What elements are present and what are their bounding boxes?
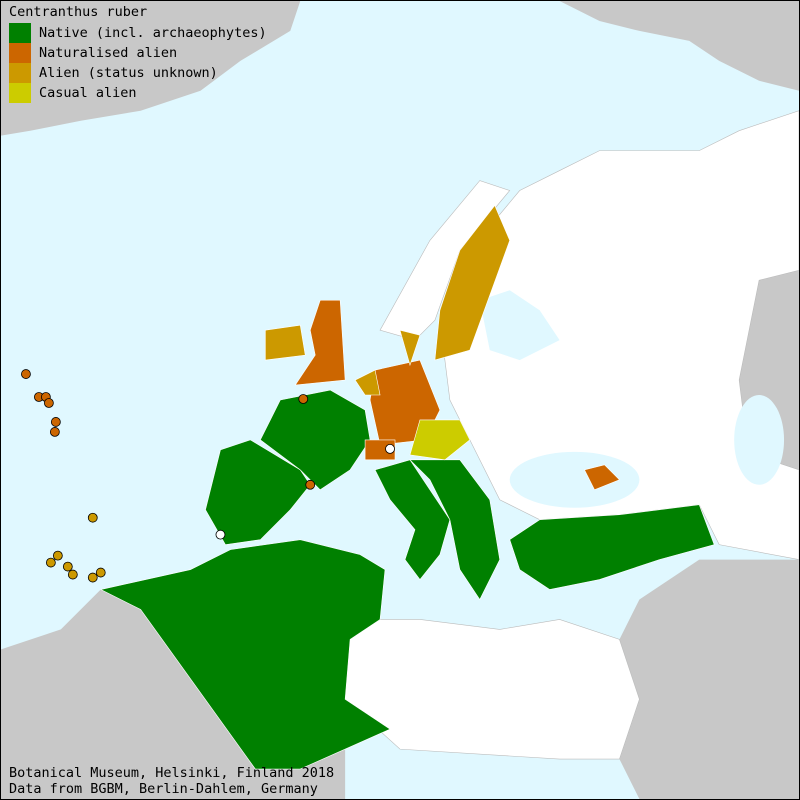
occurrence-point (87, 512, 98, 523)
legend-item-alien: Alien (status unknown) (9, 63, 267, 83)
legend-label: Naturalised alien (39, 45, 178, 61)
region-czech-austria (409, 419, 471, 461)
region-balkans (409, 459, 501, 601)
legend-label: Alien (status unknown) (39, 65, 218, 81)
land-no-record (344, 110, 799, 760)
occurrence-point (67, 569, 78, 580)
footer-line-2: Data from BGBM, Berlin-Dahlem, Germany (9, 781, 318, 797)
region-iberia (205, 439, 311, 545)
occurrence-point (50, 417, 61, 427)
occurrence-point (215, 529, 226, 540)
legend-swatch (9, 83, 31, 103)
region-italy (374, 459, 451, 581)
occurrence-point (21, 369, 31, 379)
legend: Centranthus ruber Native (incl. archaeop… (9, 4, 267, 103)
seas (479, 290, 785, 508)
region-france (259, 389, 371, 491)
region-crimea (584, 464, 620, 491)
legend-swatch (9, 23, 31, 43)
legend-label: Native (incl. archaeophytes) (39, 25, 267, 41)
legend-item-native: Native (incl. archaeophytes) (9, 23, 267, 43)
occurrence-point (49, 427, 60, 437)
occurrence-point (305, 479, 316, 490)
region-turkey (509, 504, 715, 590)
occurrence-point (385, 443, 395, 454)
legend-item-naturalised: Naturalised alien (9, 43, 267, 63)
occurrence-point (52, 550, 63, 561)
legend-label: Casual alien (39, 85, 137, 101)
legend-title: Centranthus ruber (9, 4, 148, 20)
legend-swatch (9, 43, 31, 63)
footer-line-1: Botanical Museum, Helsinki, Finland 2018 (9, 765, 335, 781)
occurrence-point (45, 557, 56, 568)
region-benelux (354, 369, 381, 396)
occurrence-point (95, 567, 106, 578)
region-britain (294, 299, 346, 386)
footer-credits: Botanical Museum, Helsinki, Finland 2018… (9, 765, 334, 797)
legend-swatch (9, 63, 31, 83)
occurrence-point (43, 398, 54, 408)
legend-item-casual: Casual alien (9, 83, 267, 103)
region-north-africa (99, 539, 391, 770)
region-denmark (399, 329, 421, 367)
region-sweden (434, 204, 511, 361)
region-ireland (265, 324, 306, 361)
occurrence-point (62, 561, 73, 572)
occurrence-point (298, 394, 309, 404)
occurrence-point (87, 572, 98, 583)
